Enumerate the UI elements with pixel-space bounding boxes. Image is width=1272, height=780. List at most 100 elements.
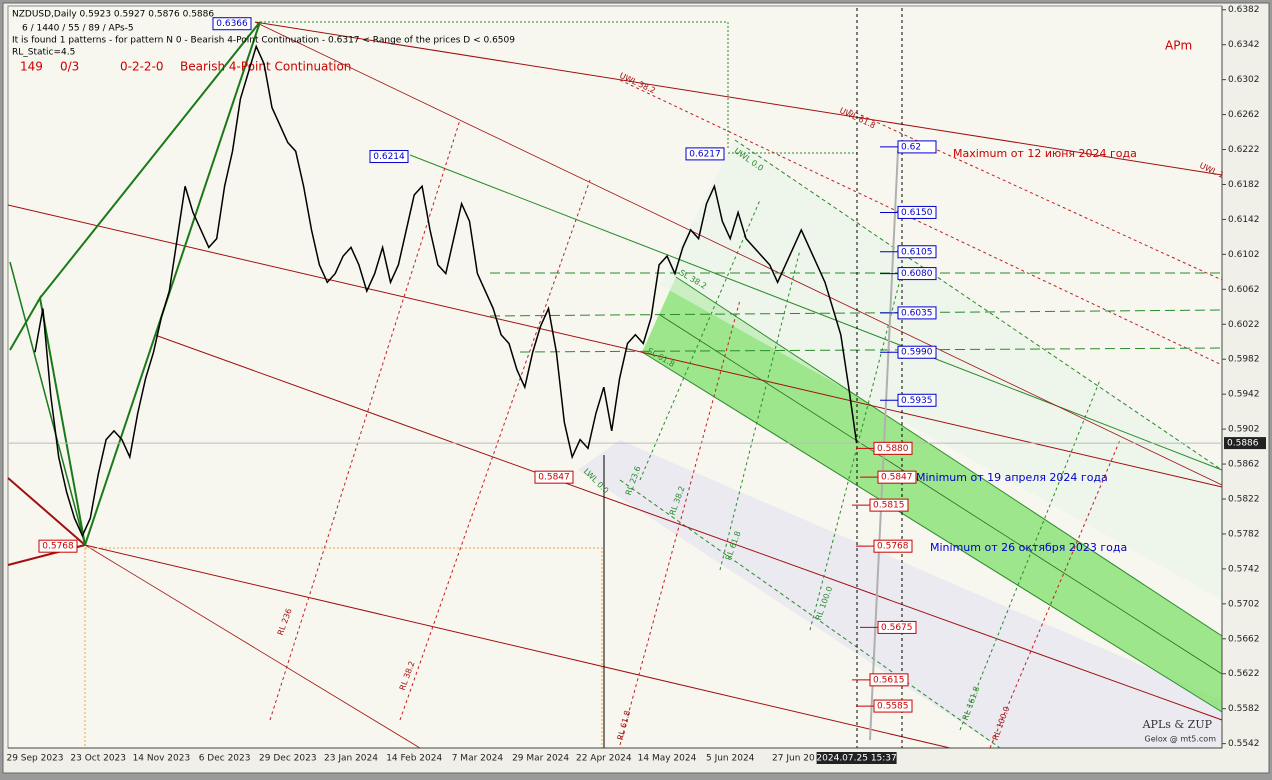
box-dotted <box>260 21 729 150</box>
green-dotted <box>809 279 901 631</box>
level-label: 0.6105 <box>901 247 933 257</box>
y-tick-label: 0.6222 <box>1228 145 1260 155</box>
watermark: Gelox @ mt5.com <box>1145 735 1217 744</box>
level-label: 0.5675 <box>881 623 913 633</box>
red-line <box>84 544 951 749</box>
x-tick-label: 6 Dec 2023 <box>199 754 251 764</box>
level-label: 0.5880 <box>877 444 909 454</box>
level-box <box>873 441 913 455</box>
level-label: 0.6035 <box>901 308 933 318</box>
level-box <box>873 699 913 713</box>
y-tick-label: 0.5862 <box>1228 460 1260 470</box>
level-box <box>877 620 917 634</box>
green-dotted <box>959 379 1101 731</box>
level-box <box>877 470 917 484</box>
last-price-box <box>1224 437 1266 450</box>
pivot-box <box>534 470 574 484</box>
trend-line <box>409 154 1223 471</box>
channel-edge <box>675 276 1223 637</box>
x-tick-label: 29 Sep 2023 <box>6 754 63 764</box>
x-tick-label: 22 Apr 2024 <box>576 754 632 764</box>
note: Minimum от 26 октября 2023 года <box>930 541 1127 554</box>
pattern-info: 0/3 <box>60 60 79 74</box>
red-line <box>254 21 1223 486</box>
x-tick-label: 29 Mar 2024 <box>512 754 569 764</box>
y-tick-label: 0.5662 <box>1228 634 1260 644</box>
x-tick-label: 7 Mar 2024 <box>452 754 504 764</box>
red-line <box>84 544 421 749</box>
x-tick-label: 5 Jun 2024 <box>706 754 755 764</box>
red-dotted <box>619 299 741 746</box>
pattern-info: Bearish 4-Point Continuation <box>180 60 351 74</box>
level-label: 0.62 <box>901 142 921 152</box>
red-dotted <box>849 109 1223 281</box>
y-tick-label: 0.5982 <box>1228 355 1260 365</box>
red-dotted <box>989 439 1121 749</box>
x-tick-label: 14 Feb 2024 <box>386 754 442 764</box>
header-line: 6 / 1440 / 55 / 89 / APs-5 <box>22 24 134 34</box>
pivot-label: 0.5847 <box>538 473 570 483</box>
dashed-level <box>489 309 1223 317</box>
y-tick-label: 0.5622 <box>1228 669 1260 679</box>
level-label: 0.5768 <box>877 542 909 552</box>
y-tick-label: 0.5822 <box>1228 495 1260 505</box>
level-box <box>897 306 937 320</box>
x-tick-label: 27 Jun 20 <box>772 754 815 764</box>
y-tick-label: 0.5542 <box>1228 739 1260 749</box>
light-channel <box>660 140 1222 600</box>
pivot-label: 0.6217 <box>689 149 721 159</box>
y-tick-label: 0.5702 <box>1228 599 1260 609</box>
level-box <box>897 267 937 281</box>
level-label: 0.5935 <box>901 396 933 406</box>
y-tick-label: 0.6022 <box>1228 320 1260 330</box>
pivot-label: 0.6366 <box>216 19 248 29</box>
x-tick-label: 14 Nov 2023 <box>133 754 191 764</box>
y-tick-label: 0.6262 <box>1228 110 1260 120</box>
pivot-label: 0.5768 <box>42 542 74 552</box>
zigzag <box>9 261 86 546</box>
x-tick-label: 14 May 2024 <box>638 754 697 764</box>
corner-label: APm <box>1165 39 1192 53</box>
level-box <box>897 140 937 154</box>
y-tick-label: 0.6142 <box>1228 215 1260 225</box>
red-line <box>254 21 1223 176</box>
level-box <box>897 393 937 407</box>
note: Minimum от 19 апреля 2024 года <box>916 471 1108 484</box>
channel-mid <box>659 314 1223 675</box>
pattern-info: 0-2-2-0 <box>120 60 164 74</box>
pivot-box <box>38 539 78 553</box>
level-label: 0.5615 <box>873 675 905 685</box>
pattern-info: 149 <box>20 60 43 74</box>
green-dotted <box>719 249 801 571</box>
channel-edge <box>641 351 1223 713</box>
y-tick-label: 0.6182 <box>1228 180 1260 190</box>
y-tick-label: 0.5582 <box>1228 704 1260 714</box>
level-box <box>869 673 909 687</box>
decorations <box>7 6 1223 749</box>
header-line: It is found 1 patterns - for pattern N 0… <box>12 36 515 46</box>
y-tick-label: 0.5902 <box>1228 425 1260 435</box>
level-label: 0.5847 <box>881 473 913 483</box>
pivot-box <box>212 17 252 31</box>
level-label: 0.6080 <box>901 269 933 279</box>
pivot-box <box>685 147 725 161</box>
pivot-label: 0.6214 <box>373 152 405 162</box>
x-tick-label: 2024.07.25 15:37 <box>816 754 896 764</box>
level-label: 0.6150 <box>901 208 933 218</box>
note: Maximum от 12 июня 2024 года <box>953 147 1137 160</box>
watermark: APLs & ZUP <box>1142 718 1213 731</box>
trend-line <box>619 479 1001 749</box>
lavender-zone <box>578 440 1222 748</box>
red-line <box>7 477 86 546</box>
y-tick-label: 0.6062 <box>1228 285 1260 295</box>
y-tick-label: 0.5782 <box>1228 529 1260 539</box>
green-dotted <box>639 199 761 481</box>
y-tick-label: 0.5742 <box>1228 564 1260 574</box>
x-tick-label: 23 Jan 2024 <box>324 754 378 764</box>
header-line: NZDUSD,Daily 0.5923 0.5927 0.5876 0.5886 <box>12 10 214 20</box>
level-label: 0.5815 <box>873 501 905 511</box>
last-price-label: 0.5886 <box>1227 439 1259 449</box>
level-box <box>873 539 913 553</box>
